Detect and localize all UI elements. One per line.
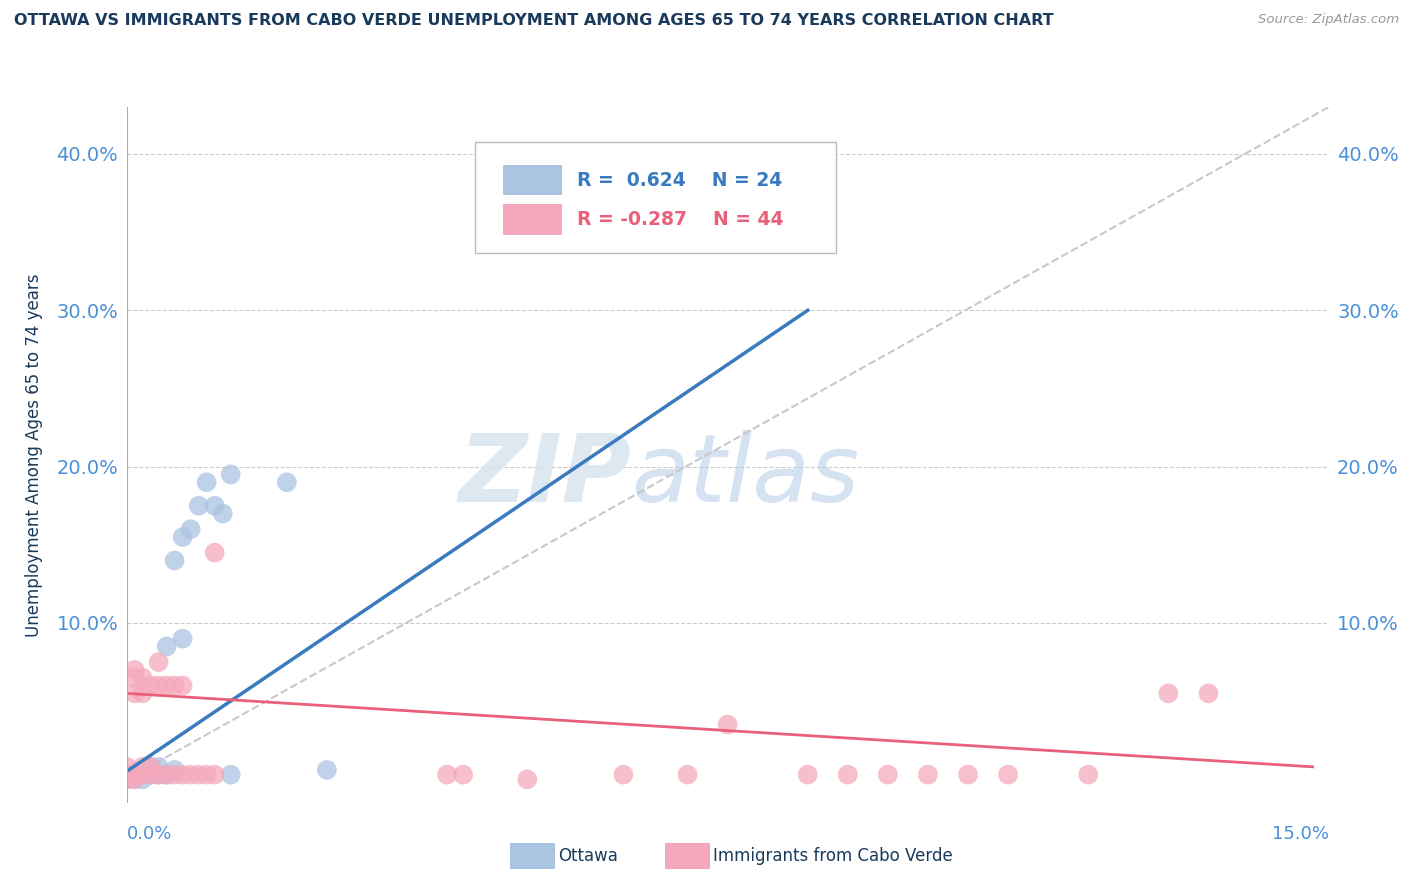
- Point: [1077, 767, 1099, 781]
- Point: [211, 507, 233, 521]
- Point: [131, 767, 153, 781]
- Point: [131, 760, 153, 774]
- Text: OTTAWA VS IMMIGRANTS FROM CABO VERDE UNEMPLOYMENT AMONG AGES 65 TO 74 YEARS CORR: OTTAWA VS IMMIGRANTS FROM CABO VERDE UNE…: [14, 13, 1053, 29]
- Text: ZIP: ZIP: [458, 430, 631, 522]
- Point: [155, 767, 177, 781]
- Point: [180, 522, 202, 536]
- Text: 15.0%: 15.0%: [1271, 825, 1329, 843]
- Point: [163, 553, 186, 567]
- Point: [163, 679, 186, 693]
- Point: [148, 655, 170, 669]
- Point: [796, 767, 818, 781]
- Text: R = -0.287    N = 44: R = -0.287 N = 44: [578, 211, 783, 229]
- Point: [115, 767, 138, 781]
- Point: [139, 767, 162, 781]
- Point: [124, 663, 146, 677]
- Point: [877, 767, 900, 781]
- Point: [1198, 686, 1220, 700]
- Point: [612, 767, 634, 781]
- Point: [155, 679, 177, 693]
- Point: [139, 767, 162, 781]
- Point: [115, 772, 138, 787]
- FancyBboxPatch shape: [475, 142, 835, 253]
- Point: [155, 767, 177, 781]
- Text: Immigrants from Cabo Verde: Immigrants from Cabo Verde: [713, 847, 953, 865]
- Point: [451, 767, 474, 781]
- Point: [172, 530, 194, 544]
- Point: [180, 767, 202, 781]
- Point: [516, 772, 538, 787]
- Point: [172, 632, 194, 646]
- Point: [115, 760, 138, 774]
- Point: [315, 763, 337, 777]
- Text: R =  0.624    N = 24: R = 0.624 N = 24: [578, 170, 783, 190]
- Text: 0.0%: 0.0%: [127, 825, 172, 843]
- Point: [139, 760, 162, 774]
- Point: [124, 767, 146, 781]
- Point: [124, 772, 146, 787]
- Point: [131, 671, 153, 685]
- Point: [195, 767, 218, 781]
- Point: [676, 767, 699, 781]
- Point: [148, 760, 170, 774]
- Point: [148, 767, 170, 781]
- Point: [219, 467, 242, 482]
- FancyBboxPatch shape: [503, 165, 562, 195]
- Point: [195, 475, 218, 490]
- Point: [155, 640, 177, 654]
- Point: [172, 679, 194, 693]
- Point: [115, 772, 138, 787]
- Y-axis label: Unemployment Among Ages 65 to 74 years: Unemployment Among Ages 65 to 74 years: [24, 273, 42, 637]
- Point: [204, 767, 226, 781]
- Point: [148, 767, 170, 781]
- Point: [124, 671, 146, 685]
- Point: [612, 233, 634, 247]
- FancyBboxPatch shape: [503, 204, 562, 235]
- Point: [148, 679, 170, 693]
- Point: [131, 772, 153, 787]
- Point: [163, 763, 186, 777]
- Point: [172, 767, 194, 781]
- Point: [115, 767, 138, 781]
- Point: [124, 686, 146, 700]
- Point: [163, 767, 186, 781]
- Point: [187, 499, 209, 513]
- Text: atlas: atlas: [631, 430, 859, 521]
- Point: [837, 767, 859, 781]
- Point: [956, 767, 979, 781]
- Point: [124, 772, 146, 787]
- Point: [917, 767, 939, 781]
- Point: [204, 546, 226, 560]
- Point: [219, 767, 242, 781]
- Point: [139, 760, 162, 774]
- Point: [187, 767, 209, 781]
- Point: [997, 767, 1019, 781]
- Point: [139, 679, 162, 693]
- Text: Ottawa: Ottawa: [558, 847, 619, 865]
- Text: Source: ZipAtlas.com: Source: ZipAtlas.com: [1258, 13, 1399, 27]
- Point: [716, 717, 740, 731]
- Point: [204, 499, 226, 513]
- Point: [1157, 686, 1180, 700]
- Point: [436, 767, 458, 781]
- Point: [276, 475, 298, 490]
- Point: [131, 686, 153, 700]
